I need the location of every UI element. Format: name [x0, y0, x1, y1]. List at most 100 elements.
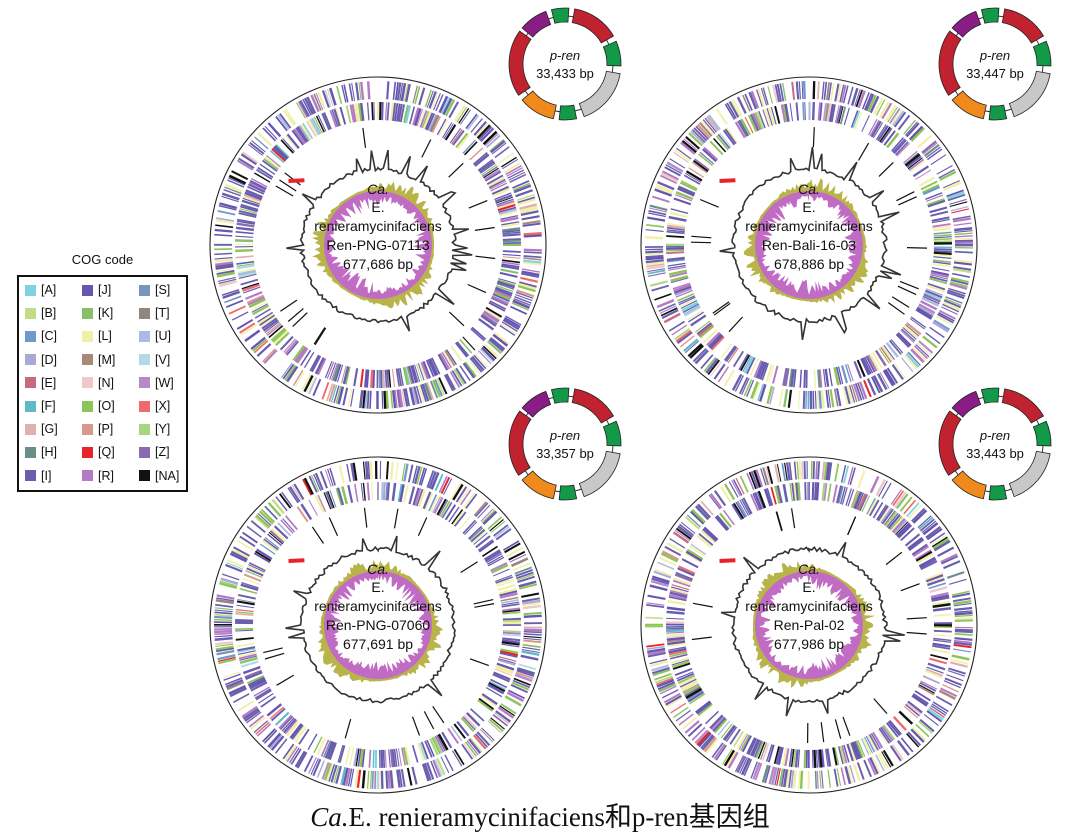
legend-code: [P] [98, 422, 114, 437]
q-marker [288, 558, 305, 563]
gene-track [644, 460, 974, 789]
gene-track [234, 482, 522, 769]
legend-swatch [25, 400, 36, 412]
genome-map: Ca. E. renieramycinifaciens Ren-PNG-07060 67… [209, 456, 547, 794]
plasmid-gene-red [1001, 388, 1045, 424]
legend-item: [P] [82, 421, 113, 437]
plasmid-gene-orange [951, 470, 987, 500]
plasmid-map: p-ren 33,433 bp [505, 4, 625, 124]
legend-item: [C] [25, 328, 57, 344]
plasmid-map: p-ren 33,447 bp [935, 4, 1055, 124]
plasmid-size: 33,447 bp [966, 66, 1024, 81]
cog-legend: [A] [B] [C] [D] [E] [F] [G] [H] [I] [J] [K] [L] [M] [… [17, 275, 188, 492]
gc-content-track [285, 535, 456, 704]
genome-label-line2: E. [802, 579, 815, 595]
legend-code: [O] [98, 399, 115, 413]
plasmid-gene-orange [521, 90, 557, 120]
plasmid-map: p-ren 33,357 bp [505, 384, 625, 504]
plasmid-gene-green [550, 7, 570, 24]
legend-grid: [A] [B] [C] [D] [E] [F] [G] [H] [I] [J] [K] [L] [M] [… [25, 282, 182, 486]
q-marker [288, 178, 305, 183]
legend-swatch [25, 354, 36, 366]
legend-swatch [139, 330, 150, 342]
legend-swatch [25, 470, 36, 482]
legend-code: [D] [41, 352, 57, 367]
legend-swatch [139, 446, 150, 458]
q-marker [719, 558, 736, 563]
legend-code: [NA] [155, 468, 180, 483]
legend-item: [F] [25, 398, 56, 414]
plasmid-gene-red [508, 410, 532, 476]
gene-track [665, 101, 953, 389]
legend-code: [T] [155, 306, 170, 321]
legend-swatch [139, 354, 150, 366]
na-track [690, 127, 928, 333]
legend-swatch [82, 377, 93, 389]
genome-label-strain: Ren-Bali-16-03 [762, 237, 856, 253]
legend-swatch [82, 400, 93, 412]
legend-swatch [82, 307, 93, 319]
plasmid-name: p-ren [979, 428, 1010, 443]
legend-item: [U] [139, 328, 171, 344]
legend-swatch [139, 400, 150, 412]
legend-item: [N] [82, 375, 114, 391]
legend-code: [L] [98, 329, 112, 344]
gc-content-track [719, 146, 902, 340]
plasmid-gene-gray [1008, 70, 1051, 118]
genome-label-line2: E. [371, 199, 384, 215]
genome-label-strain: Ren-Pal-02 [774, 617, 845, 633]
plasmid-map: p-ren 33,443 bp [935, 384, 1055, 504]
genome-outer-ring [209, 76, 547, 414]
legend-item: [J] [82, 282, 111, 298]
legend-item: [R] [82, 468, 114, 484]
legend-code: [Q] [98, 445, 115, 460]
caption-italic: Ca. [310, 802, 349, 832]
legend-swatch [82, 330, 93, 342]
legend-swatch [25, 330, 36, 342]
figure-caption: Ca.E. renieramycinifaciens和p-ren基因组 [0, 795, 1080, 834]
genome-label-line1: Ca. [798, 561, 820, 577]
legend-item: [I] [25, 468, 51, 484]
plasmid-gene-purple [951, 10, 982, 38]
plasmid-gene-red [1001, 8, 1045, 44]
plasmid-size: 33,443 bp [966, 446, 1024, 461]
legend-item: [X] [139, 398, 170, 414]
legend-item: [Y] [139, 421, 170, 437]
legend-code: [N] [98, 375, 114, 390]
plasmid-name: p-ren [549, 48, 580, 63]
genome-label-strain: Ren-PNG-07060 [326, 617, 430, 633]
plasmid-gene-red [938, 30, 962, 96]
genome-label-size: 678,886 bp [774, 256, 844, 272]
plasmid-gene-gray [1008, 450, 1051, 498]
plasmid-gene-green [602, 420, 622, 447]
gene-track [234, 101, 522, 389]
caption-text: E. renieramycinifaciens和p-ren基因组 [348, 802, 770, 832]
legend-swatch [25, 423, 36, 435]
genome-label-line1: Ca. [367, 561, 389, 577]
legend-swatch [139, 307, 150, 319]
plasmid-gene-gray [578, 70, 621, 118]
genome-label-size: 677,691 bp [343, 636, 413, 652]
legend-swatch [25, 446, 36, 458]
legend-code: [I] [41, 468, 52, 483]
legend-code: [V] [155, 352, 171, 367]
genome-label-line3: renieramycinifaciens [314, 598, 442, 614]
legend-swatch [82, 354, 93, 366]
legend-item: [A] [25, 282, 56, 298]
legend-swatch [82, 284, 93, 296]
plasmid-gene-red [508, 30, 532, 96]
legend-item: [S] [139, 282, 170, 298]
genome-label-line1: Ca. [798, 181, 820, 197]
plasmid-gene-green [558, 104, 578, 121]
legend-code: [B] [41, 306, 57, 321]
legend-title: COG code [71, 252, 134, 267]
legend-code: [F] [41, 399, 56, 413]
legend-swatch [25, 377, 36, 389]
legend-item: [K] [82, 305, 113, 321]
genome-label-strain: Ren-PNG-07113 [326, 237, 429, 253]
legend-code: [A] [41, 283, 57, 297]
genome-label-line2: E. [371, 579, 384, 595]
genome-map: Ca. E. renieramycinifaciens Ren-PNG-07113 67… [209, 76, 547, 414]
q-marker [719, 178, 736, 183]
genome-center [350, 597, 406, 653]
